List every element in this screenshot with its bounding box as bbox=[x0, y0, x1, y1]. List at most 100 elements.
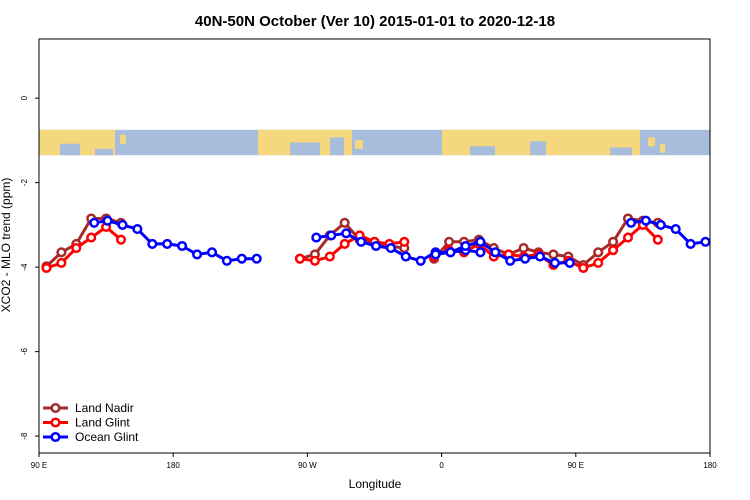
legend-label: Land Nadir bbox=[75, 401, 134, 415]
y-tick-label: -4 bbox=[20, 263, 29, 271]
ocean-glint-point bbox=[415, 255, 426, 266]
ocean-glint-point bbox=[311, 232, 322, 243]
ocean-glint-point bbox=[490, 247, 501, 258]
land-glint-point bbox=[56, 257, 67, 268]
land-glint-point bbox=[339, 238, 350, 249]
map-land-patch bbox=[648, 137, 655, 147]
land-nadir-point bbox=[339, 217, 350, 228]
y-axis-label: XCO2 - MLO trend (ppm) bbox=[0, 178, 13, 313]
x-tick-label: 90 E bbox=[568, 461, 584, 470]
land-nadir-point bbox=[608, 236, 619, 247]
land-nadir-point bbox=[518, 243, 529, 254]
y-axis: 0 -2 -4 -6 -8 bbox=[20, 95, 39, 440]
ocean-glint-point bbox=[206, 247, 218, 258]
land-glint-point bbox=[86, 232, 97, 243]
legend-label: Land Glint bbox=[75, 416, 130, 430]
chart-title: 40N-50N October (Ver 10) 2015-01-01 to 2… bbox=[195, 13, 555, 30]
map-ocean-patch bbox=[95, 148, 113, 156]
ocean-glint-point bbox=[670, 224, 681, 235]
ocean-glint-point bbox=[549, 257, 560, 268]
legend-item-ocean-glint: Ocean Glint bbox=[43, 430, 139, 444]
ocean-glint-point bbox=[236, 253, 247, 264]
map-land-patch bbox=[660, 143, 665, 153]
legend-item-land-glint: Land Glint bbox=[43, 416, 130, 430]
land-glint-point bbox=[593, 257, 604, 268]
ocean-glint-point bbox=[475, 247, 486, 258]
land-nadir-point bbox=[56, 247, 67, 258]
legend-swatch-point bbox=[50, 431, 61, 443]
ocean-glint-point bbox=[177, 240, 188, 252]
map-land-patch bbox=[355, 139, 363, 149]
ocean-glint-point bbox=[534, 251, 546, 262]
y-tick-label: 0 bbox=[20, 95, 29, 100]
land-glint-point bbox=[41, 262, 52, 274]
land-nadir-line bbox=[432, 217, 659, 267]
x-tick-label: 0 bbox=[439, 461, 444, 470]
series-layer bbox=[41, 213, 711, 274]
plot-area bbox=[39, 129, 711, 274]
ocean-glint-point bbox=[400, 251, 411, 262]
land-glint-point bbox=[71, 243, 82, 254]
map-band bbox=[39, 129, 710, 156]
land-nadir-point bbox=[444, 236, 455, 247]
ocean-glint-point bbox=[520, 253, 531, 264]
ocean-glint-point bbox=[385, 243, 396, 254]
land-glint-point bbox=[324, 251, 335, 262]
ocean-glint-point bbox=[356, 236, 367, 247]
land-glint-point bbox=[622, 232, 634, 243]
ocean-glint-point bbox=[326, 230, 337, 241]
land-glint-point bbox=[115, 234, 127, 245]
plot-frame bbox=[38, 38, 711, 454]
land-glint-point bbox=[294, 253, 305, 264]
land-glint-point bbox=[399, 236, 410, 247]
map-ocean-patch bbox=[610, 147, 632, 156]
ocean-glint-point bbox=[505, 255, 516, 266]
ocean-glint-point bbox=[700, 236, 711, 247]
map-ocean-patch bbox=[470, 146, 495, 156]
ocean-glint-point bbox=[460, 240, 471, 252]
ocean-glint-point bbox=[655, 219, 666, 230]
ocean-glint-point bbox=[251, 253, 262, 264]
ocean-glint-point bbox=[221, 255, 232, 266]
x-tick-label: 90 W bbox=[298, 461, 317, 470]
land-nadir-point bbox=[548, 249, 559, 260]
x-tick-label: 180 bbox=[703, 461, 717, 470]
y-tick-label: -2 bbox=[20, 179, 29, 187]
legend-label: Ocean Glint bbox=[75, 430, 139, 444]
ocean-glint-point bbox=[564, 257, 575, 268]
ocean-glint-line bbox=[435, 240, 570, 265]
x-axis: 90 E 180 90 W 0 90 E 180 bbox=[31, 453, 717, 470]
legend-swatch-point bbox=[50, 417, 61, 428]
ocean-glint-point bbox=[132, 224, 143, 235]
land-glint-point bbox=[309, 255, 320, 266]
ocean-glint-point bbox=[475, 236, 486, 247]
ocean-glint-point bbox=[685, 238, 696, 249]
y-tick-label: -8 bbox=[20, 432, 29, 440]
x-tick-label: 180 bbox=[167, 461, 181, 470]
ocean-glint-point bbox=[117, 219, 128, 230]
ocean-glint-point bbox=[430, 249, 441, 260]
ocean-glint-point bbox=[640, 215, 651, 226]
x-axis-label: Longitude bbox=[349, 477, 402, 491]
land-glint-point bbox=[652, 234, 663, 245]
map-ocean-patch bbox=[290, 142, 320, 156]
ocean-glint-point bbox=[102, 215, 113, 226]
series-ocean-glint bbox=[89, 215, 711, 268]
ocean-glint-point bbox=[445, 247, 456, 258]
ocean-glint-point bbox=[341, 228, 352, 239]
ocean-glint-point bbox=[162, 238, 173, 249]
legend-swatch-point bbox=[50, 402, 61, 414]
land-nadir-point bbox=[593, 247, 604, 258]
ocean-glint-point bbox=[147, 238, 158, 249]
ocean-glint-point bbox=[625, 217, 637, 228]
map-ocean-patch bbox=[60, 143, 80, 156]
x-tick-label: 90 E bbox=[31, 461, 47, 470]
ocean-glint-point bbox=[89, 217, 100, 228]
ocean-glint-point bbox=[192, 249, 203, 260]
legend-item-land-nadir: Land Nadir bbox=[43, 401, 134, 415]
land-glint-point bbox=[608, 245, 619, 256]
ocean-glint-point bbox=[370, 240, 382, 252]
land-glint-point bbox=[578, 262, 589, 274]
